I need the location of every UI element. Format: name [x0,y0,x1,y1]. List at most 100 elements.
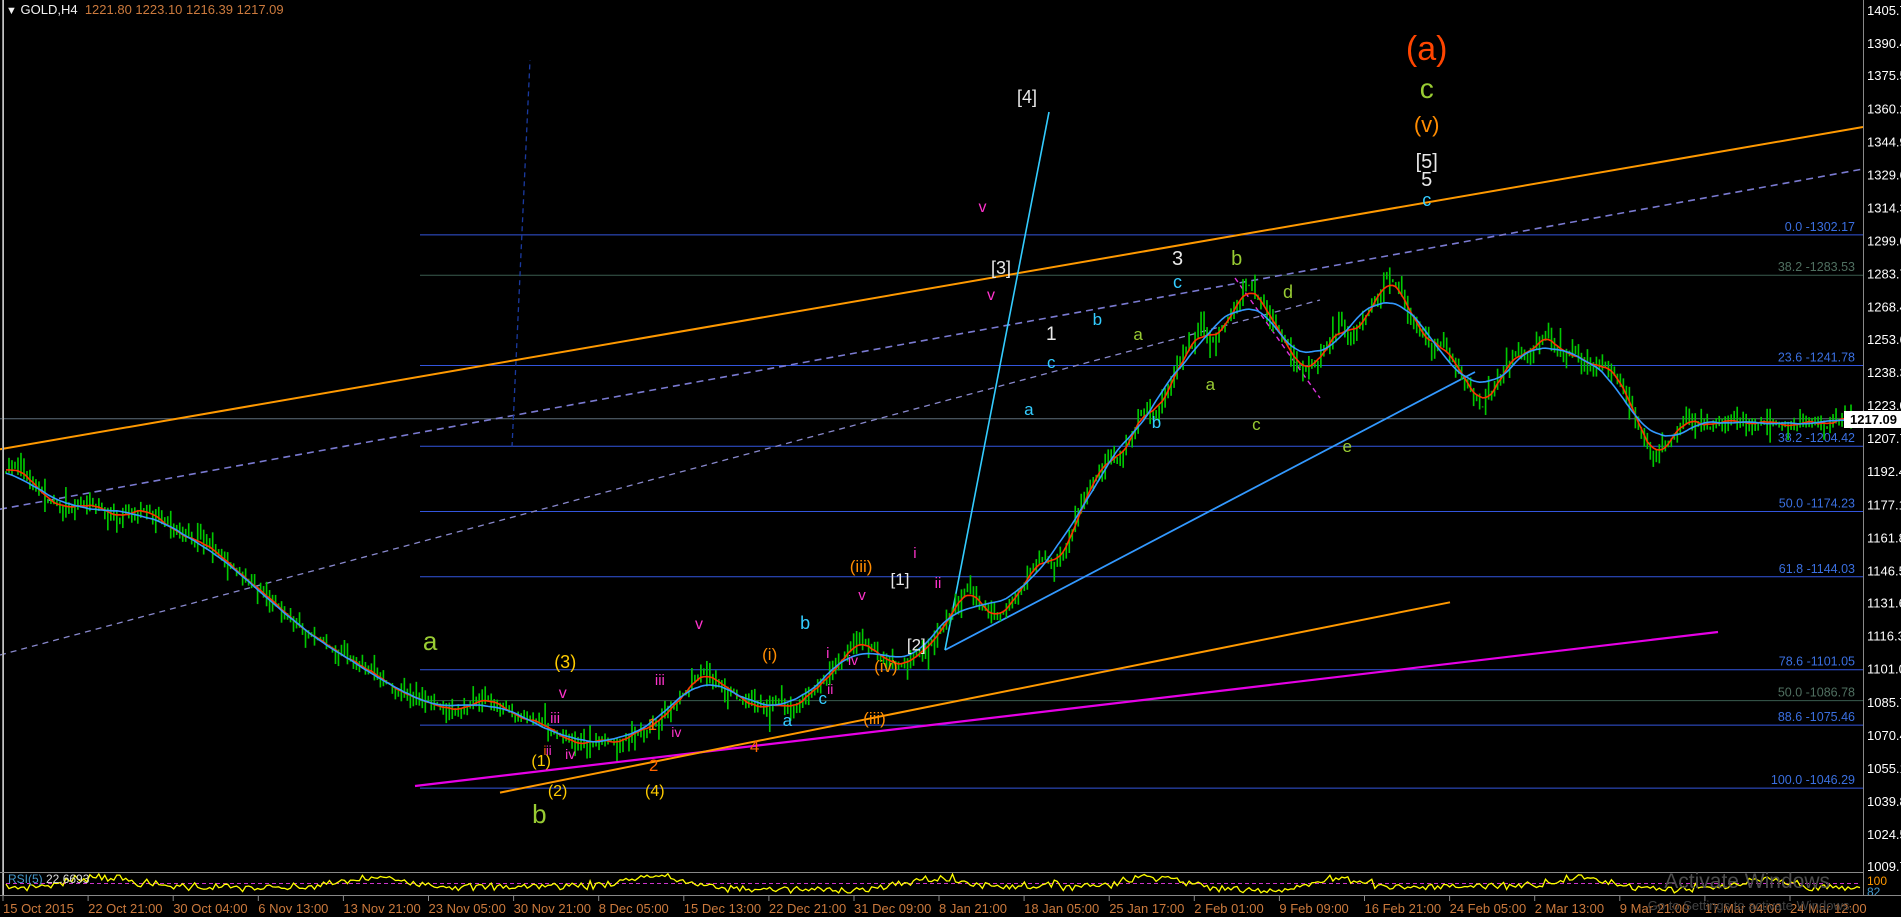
svg-text:i: i [544,743,547,758]
svg-text:22 Dec 21:00: 22 Dec 21:00 [769,901,846,916]
svg-text:a: a [423,626,438,656]
svg-text:9 Feb 09:00: 9 Feb 09:00 [1279,901,1348,916]
svg-text:iii: iii [550,710,560,727]
svg-text:31 Dec 09:00: 31 Dec 09:00 [854,901,931,916]
svg-text:c: c [1047,353,1056,372]
svg-text:25 Jan 17:00: 25 Jan 17:00 [1109,901,1184,916]
svg-text:24 Feb 05:00: 24 Feb 05:00 [1450,901,1527,916]
svg-text:0.0 -1302.17: 0.0 -1302.17 [1785,220,1855,234]
svg-text:v: v [858,587,866,604]
svg-text:(i): (i) [762,645,777,664]
svg-text:1192.42: 1192.42 [1867,464,1901,479]
svg-text:1177.12: 1177.12 [1867,497,1901,512]
svg-text:78.6 -1101.05: 78.6 -1101.05 [1779,655,1855,669]
svg-text:30 Oct 04:00: 30 Oct 04:00 [173,901,247,916]
svg-text:2 Mar 13:00: 2 Mar 13:00 [1535,901,1604,916]
svg-text:61.8 -1144.03: 61.8 -1144.03 [1779,562,1855,576]
svg-text:38.2 -1283.53: 38.2 -1283.53 [1778,260,1855,274]
svg-text:(iii): (iii) [850,557,873,576]
svg-text:1039.87: 1039.87 [1867,794,1901,809]
svg-text:16 Feb 21:00: 16 Feb 21:00 [1365,901,1442,916]
svg-text:1360.27: 1360.27 [1867,101,1901,116]
svg-text:a: a [1206,375,1216,394]
svg-text:1: 1 [648,715,657,734]
svg-text:iii: iii [655,672,665,689]
svg-text:b: b [1152,413,1161,432]
svg-text:82: 82 [1867,885,1881,899]
svg-text:(4): (4) [645,783,665,800]
svg-text:v: v [987,287,995,304]
svg-text:c: c [1252,415,1261,434]
svg-text:18 Jan 05:00: 18 Jan 05:00 [1024,901,1099,916]
svg-text:23.6 -1241.78: 23.6 -1241.78 [1778,351,1855,365]
svg-text:v: v [695,616,703,633]
svg-text:5: 5 [1421,169,1432,191]
svg-text:ii: ii [935,575,942,592]
svg-text:8 Jan 21:00: 8 Jan 21:00 [939,901,1007,916]
svg-text:(2): (2) [548,783,568,800]
svg-text:3: 3 [1172,248,1183,270]
svg-text:1070.47: 1070.47 [1867,728,1901,743]
svg-text:1085.77: 1085.77 [1867,695,1901,710]
svg-text:1238.32: 1238.32 [1867,365,1901,380]
svg-text:1116.37: 1116.37 [1867,629,1901,644]
svg-text:1314.37: 1314.37 [1867,201,1901,216]
svg-text:1024.57: 1024.57 [1867,827,1901,842]
svg-text:1161.82: 1161.82 [1867,530,1901,545]
svg-text:100.0 -1046.29: 100.0 -1046.29 [1771,773,1855,787]
svg-text:1329.67: 1329.67 [1867,167,1901,182]
svg-text:b: b [800,613,810,633]
svg-text:b: b [1231,248,1242,270]
svg-text:38.2 -1204.42: 38.2 -1204.42 [1778,431,1855,445]
svg-text:22 Oct 21:00: 22 Oct 21:00 [88,901,162,916]
svg-text:i: i [913,545,916,562]
svg-text:a: a [1024,400,1034,419]
svg-text:(v): (v) [1414,112,1440,137]
svg-text:c: c [818,689,827,708]
svg-text:1009.72: 1009.72 [1867,859,1901,874]
svg-text:[4]: [4] [1017,87,1037,107]
svg-text:(iv): (iv) [874,657,898,676]
svg-text:6 Nov 13:00: 6 Nov 13:00 [258,901,328,916]
svg-text:15 Dec 13:00: 15 Dec 13:00 [684,901,761,916]
svg-text:d: d [1283,282,1293,302]
svg-text:2: 2 [649,756,658,775]
svg-text:iv: iv [671,724,681,740]
svg-text:13 Nov 21:00: 13 Nov 21:00 [343,901,420,916]
svg-text:50.0 -1086.78: 50.0 -1086.78 [1778,686,1855,700]
svg-text:1207.72: 1207.72 [1867,431,1901,446]
svg-text:b: b [1093,310,1102,329]
svg-text:1131.67: 1131.67 [1867,596,1901,611]
svg-text:a: a [1133,325,1143,344]
svg-text:v: v [979,199,987,216]
svg-text:50.0 -1174.23: 50.0 -1174.23 [1779,497,1855,511]
svg-text:ii: ii [827,681,833,697]
svg-text:[1]: [1] [891,570,910,589]
svg-text:a: a [783,711,793,730]
svg-text:2 Feb 01:00: 2 Feb 01:00 [1194,901,1263,916]
svg-text:iv: iv [848,652,858,668]
svg-text:c: c [1420,73,1434,104]
svg-text:88.6 -1075.46: 88.6 -1075.46 [1778,710,1855,724]
svg-text:1253.62: 1253.62 [1867,332,1901,347]
svg-text:23 Nov 05:00: 23 Nov 05:00 [429,901,506,916]
svg-text:30 Nov 21:00: 30 Nov 21:00 [514,901,591,916]
svg-text:(a): (a) [1406,30,1448,68]
svg-text:RSI(5) 22.6693: RSI(5) 22.6693 [8,872,90,886]
svg-text:1375.57: 1375.57 [1867,68,1901,83]
svg-text:1405.72: 1405.72 [1867,3,1901,18]
svg-text:[2]: [2] [907,636,926,655]
svg-text:(3): (3) [554,652,576,672]
svg-text:8 Dec 05:00: 8 Dec 05:00 [599,901,669,916]
svg-text:(iii): (iii) [863,709,886,728]
svg-text:b: b [532,799,546,829]
svg-text:1283.77: 1283.77 [1867,267,1901,282]
svg-text:1: 1 [1046,324,1057,345]
svg-text:1390.42: 1390.42 [1867,36,1901,51]
svg-text:1344.97: 1344.97 [1867,134,1901,149]
svg-text:1101.07: 1101.07 [1867,662,1901,677]
svg-text:v: v [559,685,567,702]
svg-text:1268.47: 1268.47 [1867,300,1901,315]
svg-text:i: i [826,645,829,662]
svg-text:c: c [1173,272,1182,292]
